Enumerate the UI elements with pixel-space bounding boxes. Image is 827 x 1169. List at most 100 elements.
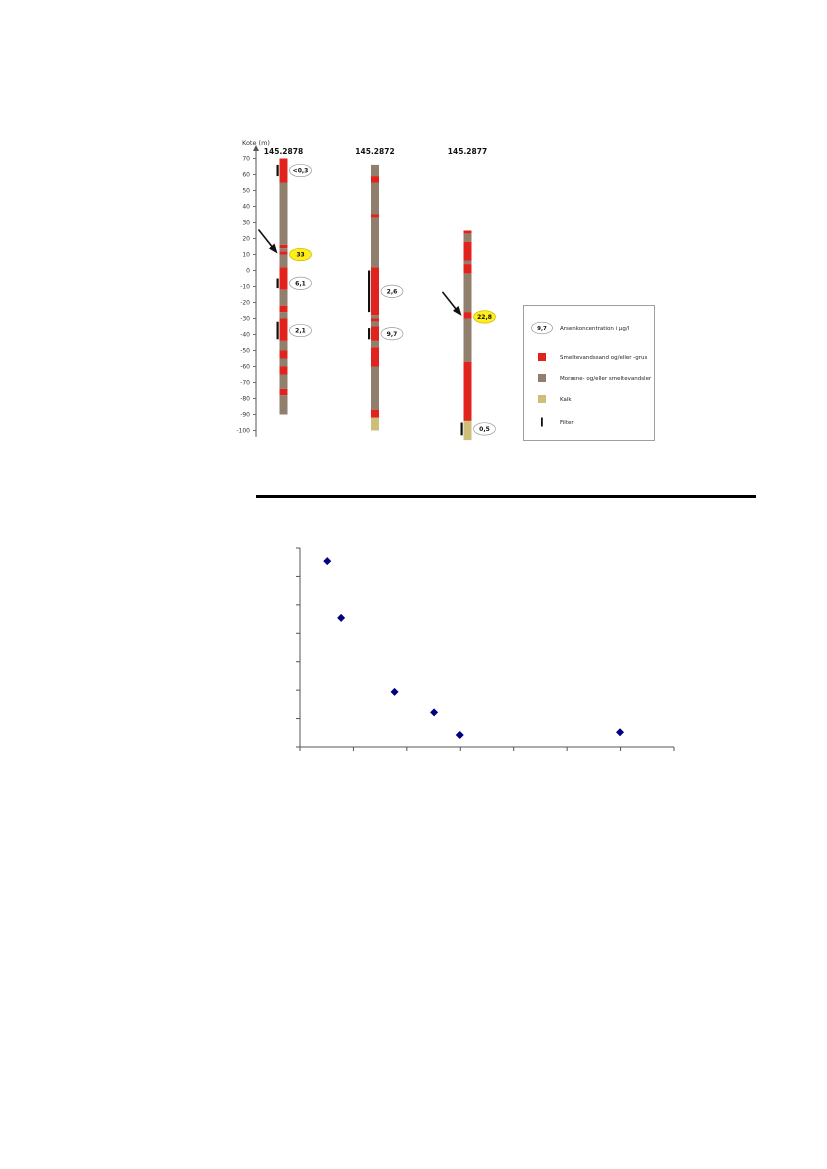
highlight-bubble	[473, 310, 496, 324]
filter-marker	[276, 164, 279, 177]
y-tick-label: 60	[242, 172, 250, 179]
y-axis-label: Kote (m)	[242, 139, 270, 147]
layer-clay	[371, 315, 379, 319]
concentration-bubble	[289, 276, 312, 290]
legend-filter-symbol	[541, 417, 543, 427]
y-tick-label: 20	[242, 236, 250, 243]
scatter-point	[323, 557, 332, 566]
y-tick-label: -100	[236, 428, 250, 435]
legend-text: Filter	[560, 420, 574, 426]
layer-clay	[371, 340, 379, 348]
concentration-label: 6,1	[295, 281, 306, 288]
filter-marker	[276, 278, 279, 289]
borehole-145-2877: 145.2877 0,5 22,8	[441, 147, 496, 441]
scatter-point	[390, 687, 399, 696]
borehole-145-2878: 145.2878 <0,3 6,1 2,1 33	[257, 147, 312, 415]
layer-kalk	[371, 417, 379, 431]
legend-swatch-sand	[538, 353, 546, 361]
y-tick-label: 30	[242, 220, 250, 227]
callout-arrow-head	[453, 305, 462, 316]
legend-text: Arsenkoncentration i µg/l	[560, 326, 630, 332]
layer-clay	[463, 273, 472, 313]
layer-sand	[279, 388, 288, 396]
y-tick-label: -70	[240, 380, 250, 387]
concentration-label: 0,5	[479, 426, 490, 433]
scatter-point	[337, 613, 346, 622]
legend-swatch-kalk	[538, 395, 546, 403]
layer-sand	[463, 312, 472, 319]
layer-clay	[279, 374, 288, 389]
layer-sand	[279, 305, 288, 313]
highlight-bubble	[289, 247, 312, 262]
layer-sand	[371, 267, 379, 316]
layer-sand	[279, 267, 288, 290]
layer-sand	[371, 409, 379, 418]
layer-clay	[463, 318, 472, 362]
y-tick-label: 40	[242, 204, 250, 211]
y-axis-arrow	[253, 145, 259, 151]
layer-clay	[279, 358, 288, 367]
highlight-label: 22,8	[477, 314, 492, 321]
borehole-145-2872: 145.2872 2,6 9,7	[355, 147, 404, 431]
layer-sand	[279, 251, 288, 255]
concentration-label: 9,7	[387, 331, 398, 338]
concentration-bubble	[289, 163, 312, 178]
concentration-bubble	[473, 422, 496, 436]
layer-clay	[279, 248, 288, 252]
layer-clay	[371, 217, 379, 268]
layer-sand	[371, 326, 379, 341]
legend-bubble	[531, 321, 553, 335]
layer-sand	[463, 241, 472, 261]
legend: 9,7 Arsenkoncentration i µg/l Smeltevandss…	[523, 305, 655, 441]
layer-sand	[279, 366, 288, 375]
concentration-bubble	[380, 327, 404, 341]
layer-sand	[279, 318, 288, 341]
concentration-label: <0,3	[293, 168, 309, 175]
y-tick-label: 0	[246, 268, 250, 275]
y-tick-label: -30	[240, 316, 250, 323]
scatter-point	[616, 728, 625, 737]
legend-text: Moræne- og/eller smeltevandsler	[560, 376, 652, 382]
layer-clay	[371, 182, 379, 215]
borehole-log-chart: Kote (m) 70 60 50 40 30 20 10 0 -10 -20 -30 -40 -50 -6…	[236, 139, 655, 441]
layer-clay	[371, 164, 379, 177]
layer-sand	[279, 158, 288, 183]
concentration-bubble	[380, 284, 404, 298]
layer-sand	[279, 350, 288, 359]
layer-sand	[371, 214, 379, 218]
borehole-id: 145.2872	[355, 147, 394, 156]
horizontal-divider	[256, 495, 756, 498]
layer-clay	[279, 182, 288, 245]
layer-clay	[463, 233, 472, 242]
layer-clay	[371, 321, 379, 327]
y-tick-label: 50	[242, 188, 250, 195]
layer-sand	[371, 318, 379, 322]
layer-clay	[371, 366, 379, 410]
legend-text: Smeltevandssand og/eller -grus	[560, 355, 647, 361]
callout-arrow-line	[441, 291, 459, 312]
filter-marker	[460, 422, 463, 436]
scatter-point	[430, 708, 439, 717]
scatter-point	[455, 731, 464, 740]
y-tick-label: -40	[240, 332, 250, 339]
layer-clay	[279, 312, 288, 319]
legend-text: Kalk	[560, 397, 572, 403]
y-tick-label: 10	[242, 252, 250, 259]
filter-marker	[368, 328, 371, 340]
callout-arrow-line	[257, 229, 275, 249]
layer-clay	[463, 260, 472, 265]
y-tick-label: -10	[240, 284, 250, 291]
layer-sand	[371, 347, 379, 367]
concentration-label: 2,6	[387, 289, 398, 296]
filter-marker	[368, 270, 371, 313]
layer-kalk	[463, 420, 472, 441]
layer-sand	[279, 244, 288, 249]
layer-sand	[463, 361, 472, 421]
concentration-label: 2,1	[295, 328, 306, 335]
layer-sand	[371, 176, 379, 183]
borehole-id: 145.2878	[264, 147, 303, 156]
layer-sand	[463, 230, 472, 234]
y-tick-label: -20	[240, 300, 250, 307]
y-tick-label: -90	[240, 412, 250, 419]
layer-sand	[463, 264, 472, 274]
